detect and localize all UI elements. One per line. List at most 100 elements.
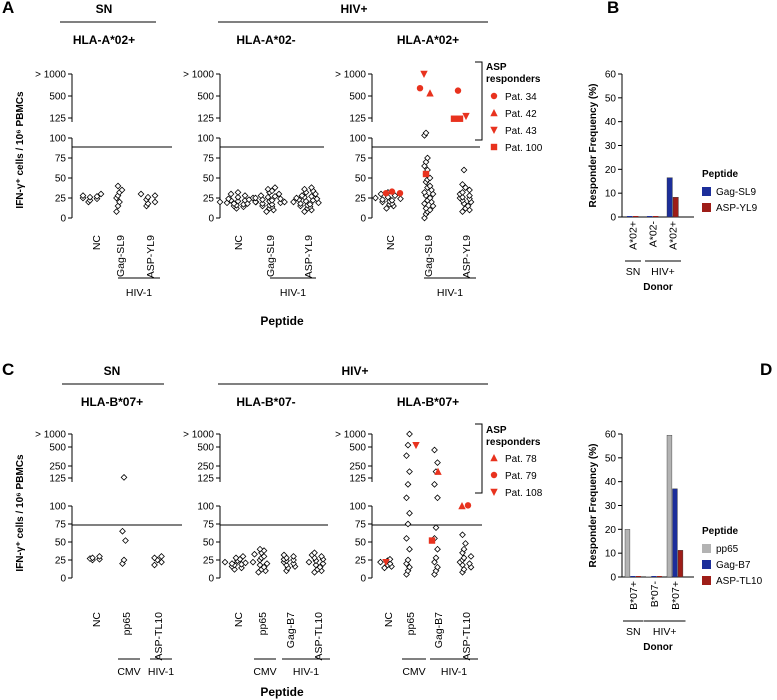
y-tick-label: 30	[605, 501, 617, 512]
data-point	[462, 540, 469, 547]
data-point	[216, 198, 224, 206]
data-point	[403, 452, 410, 460]
data-point	[406, 430, 413, 438]
data-point	[86, 193, 94, 201]
bar	[651, 576, 657, 577]
plot-axes	[68, 433, 482, 579]
y-tick-label: 20	[605, 165, 617, 176]
y-tick-label: 500	[197, 443, 214, 454]
y-tick-label: 50	[605, 453, 617, 464]
legend-title: ASP	[486, 62, 507, 73]
data-point	[466, 560, 473, 567]
legend-label: Pat. 34	[505, 92, 537, 103]
legend-swatch	[702, 203, 711, 212]
bracket-label: HIV-1	[148, 666, 174, 678]
bar	[672, 197, 679, 218]
y-tick-label: 250	[197, 462, 214, 473]
data-point	[113, 208, 120, 215]
data-point	[137, 190, 145, 198]
group-label: HIV+	[653, 626, 677, 638]
data-point	[151, 561, 158, 569]
y-tick-label: 75	[55, 520, 67, 531]
responder-point	[428, 537, 436, 544]
y-tick-label: 0	[610, 573, 616, 584]
data-point	[377, 558, 384, 566]
data-point	[242, 559, 249, 567]
data-point	[459, 189, 466, 196]
y-axis-ticks: > 1000 500 125 100 75 50 25 0	[35, 70, 66, 225]
y-tick-label: 500	[349, 92, 366, 103]
y-tick-label: 0	[208, 214, 214, 225]
plot-axes	[68, 73, 480, 219]
legend-bracket	[475, 61, 483, 141]
data-point	[259, 200, 266, 207]
y-tick-label: 75	[355, 520, 367, 531]
bar	[627, 216, 633, 217]
data-point	[426, 182, 434, 190]
data-point	[280, 551, 288, 559]
x-tick-label: pp65	[257, 612, 269, 636]
x-axis-label: Donor	[643, 282, 673, 293]
data-point	[432, 554, 440, 562]
y-tick-label: > 1000	[183, 430, 214, 441]
bar	[646, 576, 651, 577]
responder-point	[434, 467, 442, 475]
responder-point	[456, 115, 464, 122]
data-point	[434, 545, 441, 553]
data-point	[406, 509, 413, 517]
data-point	[151, 554, 158, 562]
data-point	[238, 564, 245, 572]
legend-marker	[490, 143, 498, 151]
y-tick-label: 10	[605, 189, 617, 200]
legend-label: ASP-YL9	[716, 203, 758, 214]
x-axis-label: Donor	[643, 642, 673, 653]
plot-title: HLA-B*07-	[236, 395, 295, 409]
y-tick-label: 50	[55, 538, 67, 549]
bracket-label: HIV-1	[126, 287, 152, 299]
plot-title: HLA-A*02+	[397, 33, 459, 47]
data-point	[257, 192, 265, 199]
data-point	[460, 166, 468, 174]
y-tick-label: 60	[605, 430, 617, 441]
bracket-label: HIV-1	[437, 287, 463, 299]
data-point	[298, 192, 306, 199]
group-label: SN	[626, 626, 641, 638]
bracket-label: CMV	[402, 666, 425, 678]
y-tick-label: 0	[60, 214, 66, 225]
data-point	[263, 560, 271, 567]
group-header-hiv: HIV+	[341, 364, 368, 378]
data-point	[424, 154, 431, 162]
bracket-label: HIV-1	[280, 287, 306, 299]
y-tick-label: 60	[605, 70, 617, 81]
bar	[624, 529, 631, 578]
x-tick-label: A*02-	[648, 220, 660, 247]
y-tick-label: 100	[349, 502, 366, 513]
data-point	[158, 553, 165, 560]
y-tick-label: 500	[349, 443, 366, 454]
data-point	[404, 480, 412, 488]
data-point	[122, 537, 129, 544]
y-axis-label: Responder Frequency (%)	[588, 444, 599, 568]
data-points	[79, 70, 475, 222]
legend-label: Pat. 42	[505, 109, 537, 120]
legend-label: Pat. 108	[505, 488, 543, 499]
responder-point	[422, 170, 430, 178]
x-tick-label: pp65	[405, 612, 417, 636]
x-tick-label: Gag-B7	[285, 612, 297, 648]
legend-label: Pat. 79	[505, 471, 537, 482]
data-point	[239, 553, 247, 560]
bracket-label: HIV-1	[293, 666, 319, 678]
data-point	[318, 553, 325, 560]
group-label: HIV+	[651, 266, 675, 278]
data-point	[151, 198, 159, 206]
y-tick-label: 125	[49, 474, 66, 485]
y-tick-label: 50	[55, 174, 67, 185]
data-point	[264, 185, 272, 193]
data-point	[311, 549, 318, 557]
data-point	[403, 494, 410, 502]
y-tick-label: 25	[355, 556, 367, 567]
data-point	[459, 208, 466, 215]
responder-point	[388, 188, 396, 195]
